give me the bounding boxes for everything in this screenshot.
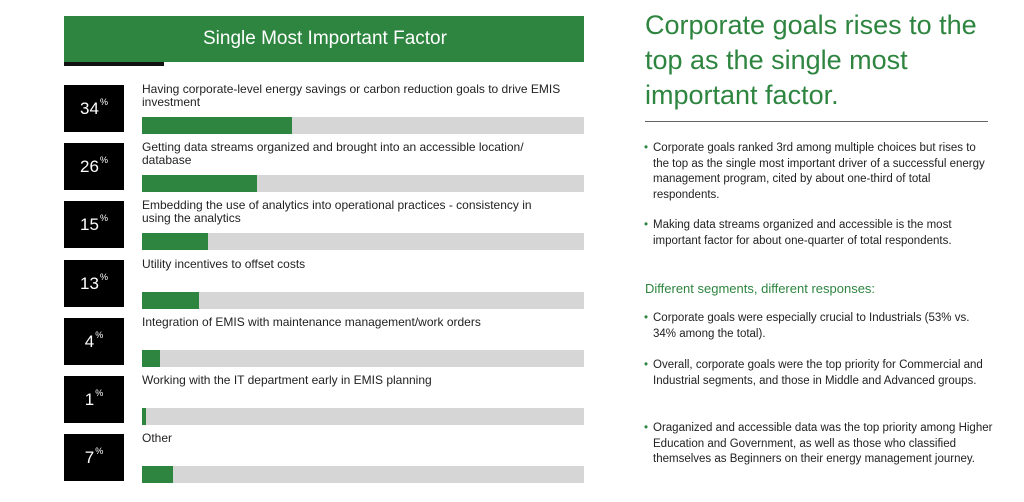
value-box: 1% — [64, 376, 124, 423]
chart-row: 13% Utility incentives to offset costs — [64, 258, 584, 314]
bar-track — [142, 350, 584, 367]
bar — [142, 408, 147, 425]
percent-unit: % — [99, 213, 108, 223]
category-label: Embedding the use of analytics into oper… — [142, 198, 532, 225]
category-label: Getting data streams organized and broug… — [142, 140, 524, 167]
bar-track — [142, 292, 584, 309]
category-label: Utility incentives to offset costs — [142, 257, 306, 271]
chart-row: 1% Working with the IT department early … — [64, 374, 584, 430]
chart-row: 26% Getting data streams organized and b… — [64, 141, 584, 197]
data-label: 13 — [80, 274, 99, 293]
value-box: 4% — [64, 318, 124, 365]
percent-unit: % — [99, 97, 108, 107]
summary-bullet: Making data streams organized and access… — [644, 218, 994, 249]
bar-track — [142, 233, 584, 250]
chart-row: 34% Having corporate-level energy saving… — [64, 83, 584, 139]
bar-track — [142, 466, 584, 483]
data-label: 7 — [84, 448, 95, 467]
chart-row: 7% Other — [64, 432, 584, 488]
category-label: Other — [142, 431, 173, 445]
chart-row: 15% Embedding the use of analytics into … — [64, 199, 584, 255]
bar — [142, 292, 200, 309]
value-box: 13% — [64, 260, 124, 307]
data-label: 1 — [84, 390, 95, 409]
value-box: 15% — [64, 201, 124, 248]
bar — [142, 117, 293, 134]
segment-bullet: Oraganized and accessible data was the t… — [644, 421, 994, 468]
data-label: 34 — [80, 99, 99, 118]
chart-title: Single Most Important Factor — [64, 16, 584, 62]
percent-unit: % — [95, 388, 104, 398]
bar — [142, 350, 160, 367]
category-label: Having corporate-level energy savings or… — [142, 82, 561, 109]
bar-track — [142, 175, 584, 192]
value-box: 26% — [64, 143, 124, 190]
bar-track — [142, 117, 584, 134]
summary-panel: Corporate goals rises to the top as the … — [640, 0, 1020, 502]
segment-bullet: Overall, corporate goals were the top pr… — [644, 358, 994, 389]
segment-bullet: Corporate goals were especially crucial … — [644, 311, 994, 342]
data-label: 15 — [80, 215, 99, 234]
bar — [142, 175, 257, 192]
value-box: 34% — [64, 85, 124, 132]
percent-unit: % — [95, 446, 104, 456]
category-label: Working with the IT department early in … — [142, 373, 432, 387]
percent-unit: % — [99, 155, 108, 165]
divider — [645, 121, 988, 122]
data-label: 4 — [84, 332, 95, 351]
bar-track — [142, 408, 584, 425]
value-box: 7% — [64, 434, 124, 481]
data-label: 26 — [80, 157, 99, 176]
section-subhead: Different segments, different responses: — [645, 281, 876, 296]
headline: Corporate goals rises to the top as the … — [645, 10, 977, 110]
chart-row: 4% Integration of EMIS with maintenance … — [64, 316, 584, 372]
summary-bullet: Corporate goals ranked 3rd among multipl… — [644, 141, 994, 203]
bar — [142, 233, 209, 250]
percent-unit: % — [99, 272, 108, 282]
percent-unit: % — [95, 330, 104, 340]
category-label: Integration of EMIS with maintenance man… — [142, 315, 481, 329]
bar — [142, 466, 173, 483]
chart-title-underline — [64, 62, 164, 66]
factor-chart: Single Most Important Factor 34% Having … — [64, 16, 584, 488]
